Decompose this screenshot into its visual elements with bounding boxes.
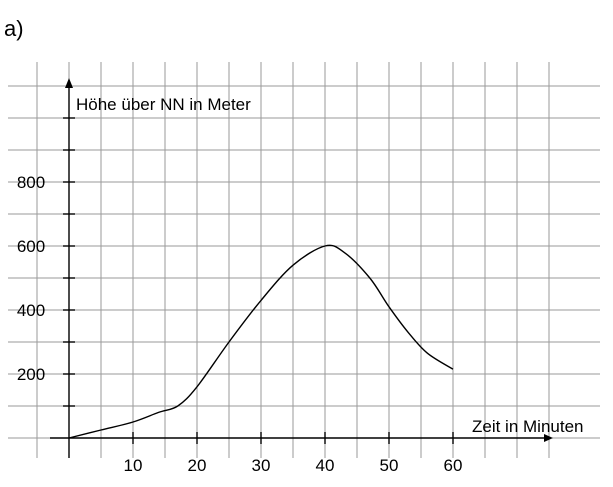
x-tick-label: 40 — [316, 456, 335, 475]
y-axis-label: Höhe über NN in Meter — [76, 95, 251, 114]
x-tick-label: 50 — [380, 456, 399, 475]
x-axis-label: Zeit in Minuten — [472, 417, 584, 436]
y-tick-label: 200 — [17, 365, 45, 384]
y-tick-label: 800 — [17, 173, 45, 192]
x-tick-label: 10 — [124, 456, 143, 475]
tick-labels: 200 400 600 800 10 20 30 40 50 60 — [17, 173, 463, 475]
y-axis-arrowhead — [65, 78, 73, 88]
y-tick-label: 400 — [17, 301, 45, 320]
ticks — [63, 117, 454, 444]
x-tick-label: 20 — [188, 456, 207, 475]
part-label: a) — [4, 16, 24, 41]
height-curve — [68, 244, 454, 439]
y-tick-label: 600 — [17, 237, 45, 256]
axes — [50, 78, 553, 458]
x-tick-label: 30 — [252, 456, 271, 475]
grid — [8, 62, 600, 458]
x-axis-arrowhead — [544, 434, 553, 442]
x-tick-label: 60 — [444, 456, 463, 475]
